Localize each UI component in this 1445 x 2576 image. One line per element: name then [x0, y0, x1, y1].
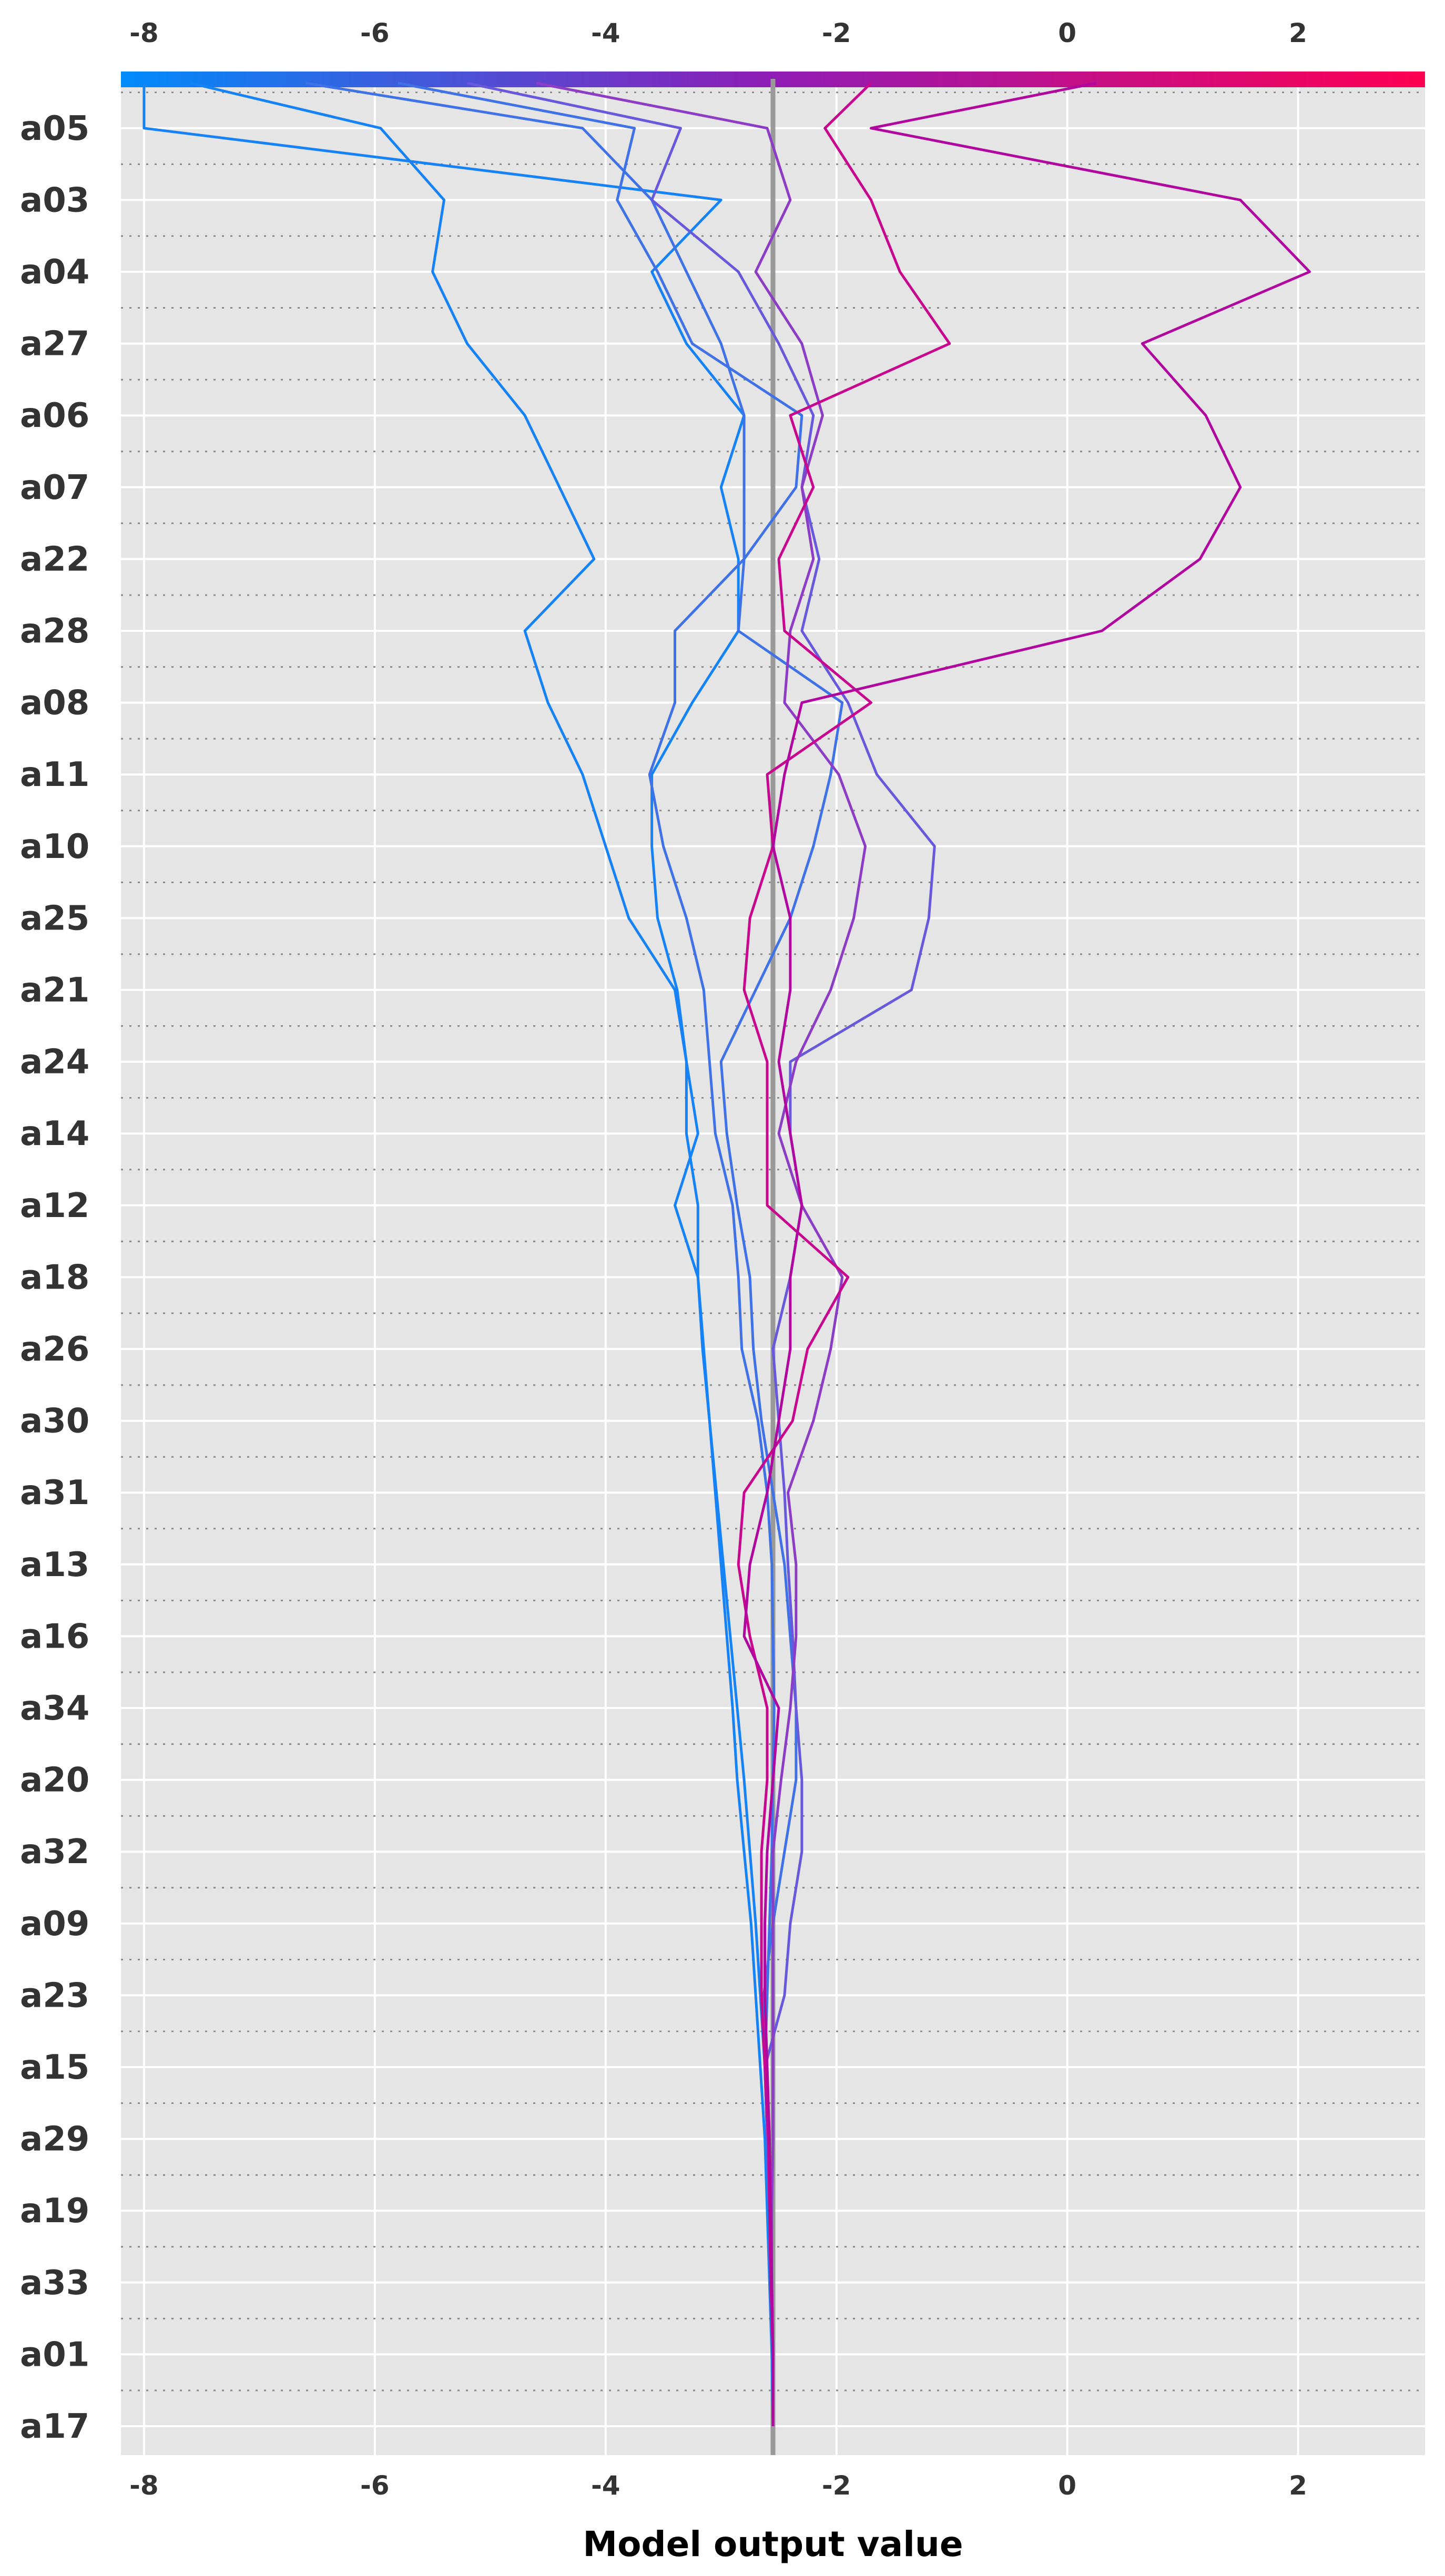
feature-label-a10: a10 — [20, 827, 89, 866]
decision-line-6 — [536, 81, 867, 2426]
x-tick-label-top: -4 — [591, 18, 620, 48]
decision-line-8 — [742, 81, 1311, 2426]
feature-label-a31: a31 — [20, 1474, 89, 1512]
x-tick-label-top: -2 — [822, 18, 851, 48]
feature-label-a30: a30 — [20, 1402, 89, 1441]
x-tick-label-bottom: -6 — [360, 2470, 390, 2501]
x-tick-label-bottom: -4 — [591, 2470, 620, 2501]
x-tick-label-top: -8 — [129, 18, 159, 48]
x-axis-label: Model output value — [583, 2524, 963, 2564]
feature-label-a14: a14 — [20, 1115, 89, 1153]
feature-label-a33: a33 — [20, 2264, 89, 2303]
x-tick-label-bottom: -2 — [822, 2470, 851, 2501]
x-tick-label-top: -6 — [360, 18, 390, 48]
feature-label-a19: a19 — [20, 2192, 89, 2231]
decision-line-7 — [737, 82, 951, 2426]
feature-label-a11: a11 — [20, 755, 89, 794]
feature-label-a09: a09 — [20, 1905, 89, 1944]
feature-layer: a17 a01 a33 a19 a29 a15 a23 a09 a32 a20 a34 a16 a13 a… — [20, 109, 89, 2446]
feature-label-a08: a08 — [20, 684, 89, 723]
x-tick-label-top: 2 — [1289, 18, 1307, 48]
x-tick-label-bottom: -8 — [129, 2470, 159, 2501]
feature-label-a18: a18 — [20, 1258, 89, 1297]
feature-label-a21: a21 — [20, 971, 89, 1010]
feature-label-a22: a22 — [20, 540, 89, 579]
x-tick-label-top: 0 — [1058, 18, 1076, 48]
tick-layer: -8 -8 -6 -6 -4 -4 -2 -2 0 0 2 2 — [129, 18, 1307, 2501]
feature-label-a24: a24 — [20, 1043, 89, 1082]
feature-label-a16: a16 — [20, 1617, 89, 1656]
feature-label-a29: a29 — [20, 2120, 89, 2159]
series-layer — [143, 81, 1311, 2427]
feature-label-a03: a03 — [20, 181, 89, 220]
feature-label-a07: a07 — [20, 468, 89, 507]
feature-label-a27: a27 — [20, 325, 89, 364]
feature-label-a06: a06 — [20, 396, 89, 435]
feature-label-a01: a01 — [20, 2335, 89, 2374]
feature-label-a25: a25 — [20, 899, 89, 938]
feature-label-a04: a04 — [20, 253, 89, 292]
feature-label-a28: a28 — [20, 612, 89, 651]
x-tick-label-bottom: 2 — [1289, 2470, 1307, 2501]
feature-label-a32: a32 — [20, 1833, 89, 1872]
feature-label-a34: a34 — [20, 1689, 89, 1728]
feature-label-a13: a13 — [20, 1546, 89, 1585]
feature-label-a05: a05 — [20, 109, 89, 148]
x-tick-label-bottom: 0 — [1058, 2470, 1076, 2501]
feature-label-a23: a23 — [20, 1976, 89, 2015]
feature-label-a26: a26 — [20, 1330, 89, 1369]
feature-label-a15: a15 — [20, 2048, 89, 2087]
feature-label-a17: a17 — [20, 2407, 89, 2446]
decision-line-2 — [190, 81, 775, 2427]
feature-label-a12: a12 — [20, 1187, 89, 1225]
feature-label-a20: a20 — [20, 1761, 89, 1800]
